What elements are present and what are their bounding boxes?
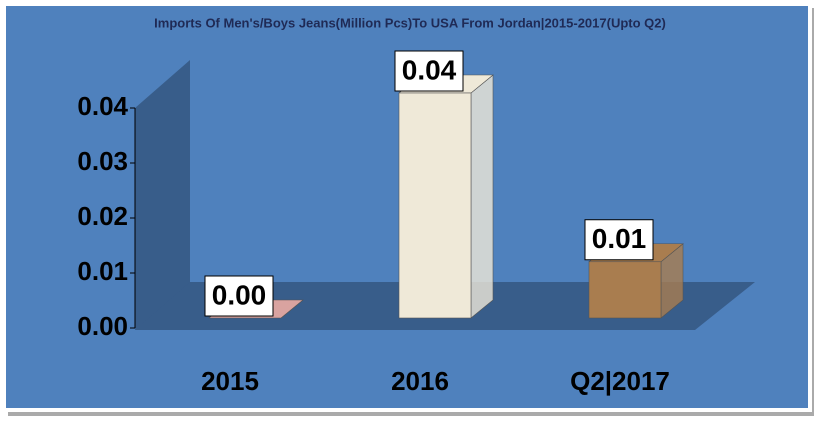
y-tick-label: 0.03	[77, 146, 128, 176]
x-tick-label: 2016	[391, 366, 449, 396]
data-label: 0.00	[212, 279, 267, 310]
bar	[398, 92, 472, 319]
x-tick-label: 2015	[201, 366, 259, 396]
y-tick-label: 0.01	[77, 256, 128, 286]
data-label: 0.01	[592, 223, 647, 254]
bar	[588, 261, 662, 319]
chart-title: Imports Of Men's/Boys Jeans(Million Pcs)…	[154, 15, 666, 30]
data-label: 0.04	[402, 54, 457, 85]
data-label-box	[584, 219, 654, 261]
data-label-box	[204, 275, 274, 317]
data-label-box	[394, 50, 464, 92]
y-tick-label: 0.00	[77, 311, 128, 341]
x-tick-label: Q2|2017	[570, 366, 670, 396]
y-tick-label: 0.02	[77, 201, 128, 231]
back-wall	[135, 60, 190, 330]
bar-side	[470, 74, 494, 319]
y-tick-label: 0.04	[77, 91, 128, 121]
